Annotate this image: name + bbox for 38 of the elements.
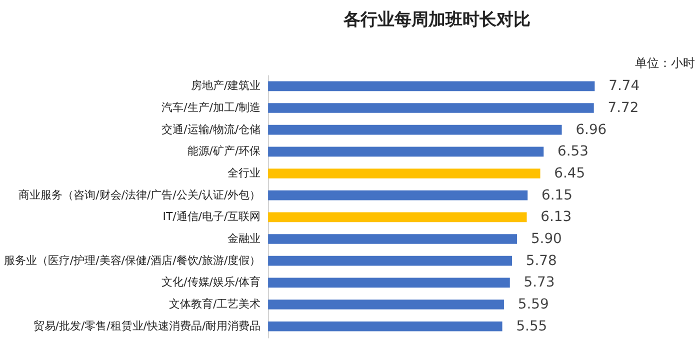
data-label: 6.96 — [576, 122, 607, 138]
y-tick-label: 交通/运输/物流/仓储 — [162, 122, 261, 136]
text: 单位：小时 — [635, 56, 696, 70]
y-tick-label: 金融业 — [228, 232, 261, 245]
data-label: 5.90 — [530, 230, 562, 247]
data-label: 6.45 — [554, 165, 586, 182]
data-label: 7.74 — [608, 78, 640, 94]
bar — [268, 146, 544, 157]
bar — [268, 212, 527, 222]
data-label: 7.72 — [608, 100, 639, 116]
bar — [268, 234, 518, 244]
y-tick-label: 房地产/建筑业 — [190, 79, 261, 92]
y-tick-label: 贸易/批发/零售/租赁业/快速消费品/耐用消费品 — [33, 319, 261, 332]
y-tick-label: 文化/传媒/娱乐/体育 — [162, 276, 261, 289]
bar — [268, 103, 594, 113]
y-tick-label: IT/通信/电子/互联网 — [162, 210, 261, 224]
data-label: 6.15 — [542, 187, 572, 204]
y-tick-label: 汽车/生产/加工/制造 — [162, 100, 261, 114]
data-label: 6.53 — [558, 144, 588, 160]
y-tick-label: 全行业 — [228, 166, 261, 180]
data-label: 5.59 — [518, 296, 549, 312]
data-label: 5.73 — [524, 274, 555, 291]
data-label: 6.13 — [540, 209, 572, 226]
bar — [268, 81, 595, 92]
bar — [268, 168, 540, 178]
bar — [268, 124, 562, 135]
y-tick-label: 服务业（医疗/护理/美容/保健/酒店/餐饮/旅游/度假） — [4, 254, 261, 267]
chart-title: 各行业每周加班时长对比 — [342, 9, 530, 30]
y-tick-label: 能源/矿产/环保 — [187, 144, 261, 158]
data-label: 5.55 — [516, 318, 548, 334]
y-tick-label: 文体教育/工艺美术 — [168, 297, 261, 310]
bar — [268, 300, 504, 310]
data-label: 5.78 — [526, 252, 557, 269]
bar — [268, 256, 512, 266]
bar — [268, 321, 502, 332]
y-tick-label: 商业服务（咨询/财会/法律/广告/公关/认证/外包） — [18, 188, 261, 202]
bar — [268, 190, 528, 200]
bar — [268, 278, 510, 288]
